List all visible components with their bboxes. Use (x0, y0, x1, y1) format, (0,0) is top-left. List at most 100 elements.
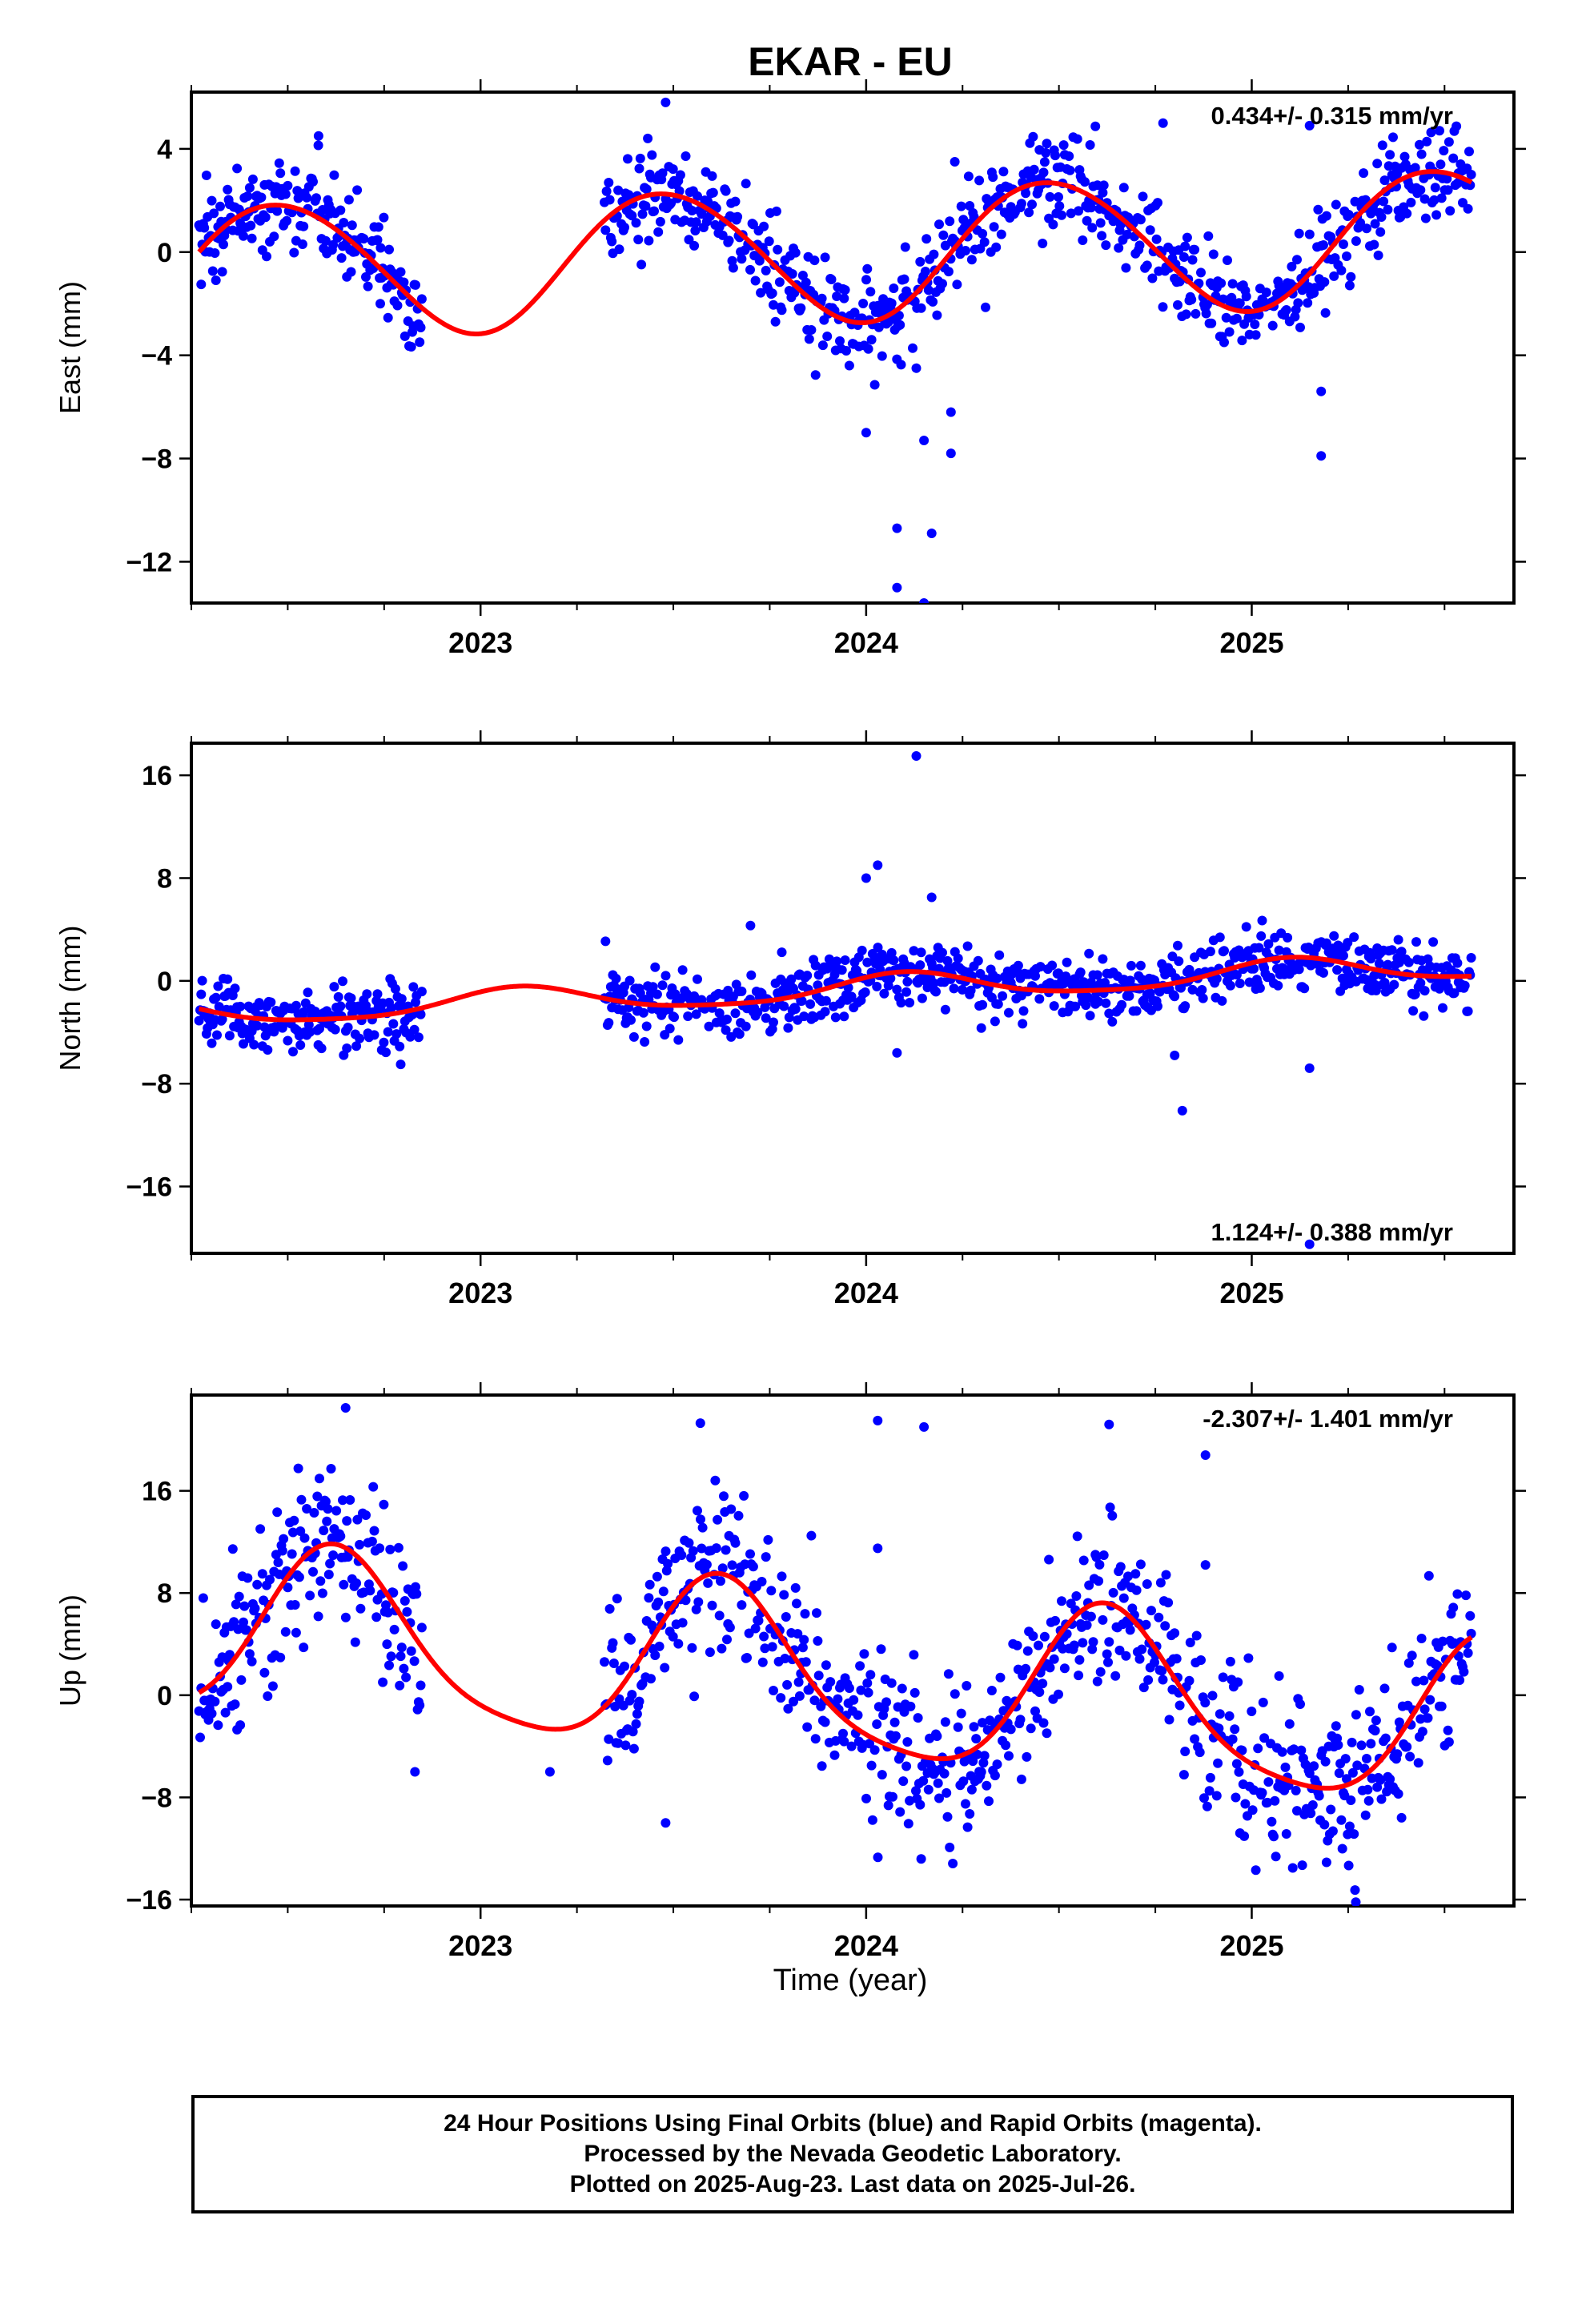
data-point (1085, 140, 1095, 150)
data-point (677, 1618, 688, 1628)
data-point (893, 311, 904, 320)
data-point (825, 1677, 836, 1687)
rate-label-north: 1.124+/- 0.388 mm/yr (1211, 1218, 1453, 1246)
data-point (1344, 1821, 1355, 1831)
data-point (244, 183, 255, 193)
data-point (239, 1039, 248, 1049)
data-point (343, 195, 354, 205)
data-point (1071, 1591, 1082, 1601)
data-point (1419, 194, 1430, 204)
data-point (1205, 947, 1215, 957)
data-point (1001, 1740, 1011, 1751)
data-point (416, 1680, 426, 1691)
data-point (1044, 1554, 1054, 1565)
data-point (974, 175, 985, 186)
data-point (601, 186, 612, 196)
rate-label-east: 0.434+/- 0.315 mm/yr (1211, 102, 1453, 130)
data-point (644, 1593, 654, 1603)
data-point (862, 957, 873, 967)
data-point (339, 218, 349, 227)
data-point (399, 277, 409, 287)
data-point (899, 274, 909, 284)
data-point (316, 1043, 327, 1054)
data-point (693, 974, 702, 984)
data-point (799, 1011, 809, 1022)
data-point (837, 965, 847, 975)
data-point (1466, 170, 1476, 179)
data-point (635, 153, 645, 163)
data-point (644, 235, 654, 246)
rate-label-up: -2.307+/- 1.401 mm/yr (1203, 1405, 1453, 1433)
data-point (697, 209, 707, 219)
data-point (1095, 218, 1106, 228)
data-point (802, 971, 813, 981)
data-point (1383, 204, 1393, 215)
data-point (707, 1600, 717, 1610)
data-point (1101, 240, 1111, 251)
data-point (1375, 227, 1386, 237)
data-point (1251, 330, 1261, 340)
data-point (299, 1007, 309, 1017)
data-point (1072, 134, 1082, 144)
data-point (1227, 279, 1238, 289)
data-point (934, 963, 944, 974)
data-point (965, 1809, 975, 1819)
data-point (1069, 1640, 1079, 1651)
data-point (1158, 1675, 1168, 1685)
data-point (230, 1699, 240, 1710)
data-point (1411, 937, 1421, 947)
data-point (1158, 118, 1168, 128)
data-point (1366, 1739, 1376, 1749)
data-point (826, 275, 837, 284)
data-point (693, 191, 702, 201)
data-point (409, 1656, 420, 1667)
data-point (1375, 1775, 1386, 1785)
data-point (266, 997, 276, 1007)
panel-north: 16 8 0 −8 −16 2023 2024 2025 North (mm) 1.124+/- … (54, 730, 1526, 1309)
data-point (1293, 298, 1303, 308)
data-point (1419, 1675, 1429, 1686)
data-point (1078, 1555, 1089, 1566)
data-point (610, 1702, 620, 1711)
data-point (1463, 1006, 1473, 1016)
data-point (1376, 1794, 1387, 1804)
data-point (741, 179, 751, 189)
data-point (283, 180, 293, 191)
data-point (1050, 1615, 1060, 1626)
data-point (233, 1624, 243, 1634)
data-point (201, 171, 211, 180)
data-point (1142, 260, 1152, 271)
data-point (779, 1590, 789, 1600)
data-point (1224, 1711, 1235, 1721)
data-point (1123, 1571, 1133, 1582)
data-point (1304, 120, 1315, 131)
data-point (857, 945, 867, 955)
data-point (733, 1510, 744, 1521)
data-point (294, 1572, 304, 1582)
data-point (705, 1647, 715, 1658)
data-point (873, 943, 883, 953)
data-point (886, 947, 897, 958)
data-point (916, 1854, 926, 1864)
data-point (1253, 1743, 1263, 1754)
data-point (688, 1546, 698, 1556)
data-point (668, 164, 678, 175)
data-point (1319, 967, 1328, 978)
data-point (940, 1004, 950, 1015)
data-point (1178, 1770, 1189, 1780)
data-point (919, 598, 930, 603)
data-point (873, 1543, 883, 1554)
data-point (1247, 1805, 1258, 1815)
data-point (1074, 1671, 1084, 1681)
data-point (1100, 978, 1110, 988)
data-point (1143, 1675, 1154, 1685)
data-point (1038, 1718, 1049, 1728)
data-point (861, 275, 871, 285)
data-point (600, 1657, 609, 1667)
data-point (1104, 1008, 1114, 1019)
data-point (1224, 327, 1235, 337)
data-point (908, 343, 917, 353)
data-point (691, 217, 701, 227)
data-point (1411, 1676, 1421, 1687)
data-point (687, 1642, 697, 1653)
